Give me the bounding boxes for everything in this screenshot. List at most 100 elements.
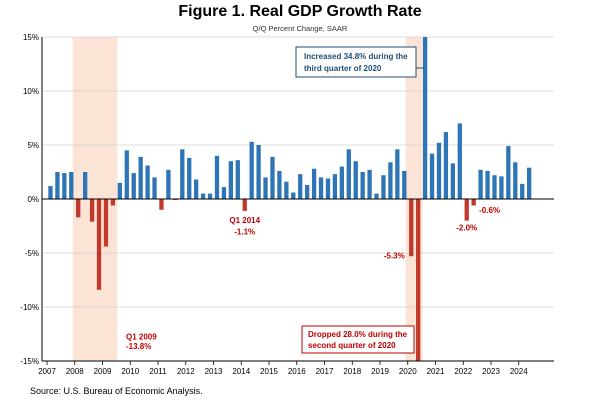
bar: [173, 199, 178, 201]
bar: [381, 175, 386, 199]
x-tick-label: 2023: [482, 367, 500, 376]
bar: [131, 173, 136, 199]
y-tick-label: 10%: [23, 87, 39, 96]
y-tick-label: -5%: [25, 249, 39, 258]
source-note: Source: U.S. Bureau of Economic Analysis…: [30, 386, 203, 396]
x-tick-label: 2012: [177, 367, 195, 376]
bar: [353, 161, 358, 199]
bar: [499, 176, 504, 199]
bar: [409, 199, 414, 257]
bar: [62, 173, 67, 199]
bar: [200, 193, 206, 199]
bar: [402, 170, 407, 199]
bar: [228, 161, 233, 199]
bar: [110, 199, 116, 206]
bar: [249, 141, 254, 199]
annotation-drop-line2: second quarter of 2020: [308, 341, 396, 350]
x-tick-label: 2024: [510, 367, 528, 376]
bar: [187, 157, 192, 199]
bar: [207, 193, 213, 199]
y-tick-label: -15%: [20, 357, 39, 366]
bar: [117, 182, 122, 199]
bar: [506, 146, 511, 199]
chart-title: Figure 1. Real GDP Growth Rate: [178, 3, 422, 20]
bar: [429, 153, 435, 199]
bar: [256, 145, 261, 199]
x-tick-label: 2021: [427, 367, 445, 376]
annotation-drop-line1: Dropped 28.0% during the: [308, 330, 408, 339]
bar: [103, 199, 109, 247]
bar: [464, 199, 469, 221]
annotation-q1-2009-value: -13.8%: [126, 342, 151, 351]
bar: [48, 186, 53, 199]
bar: [89, 199, 95, 222]
y-tick-label: -10%: [20, 303, 39, 312]
x-tick-label: 2016: [288, 367, 306, 376]
x-tick-label: 2017: [316, 367, 334, 376]
bar: [152, 177, 157, 199]
bar: [138, 156, 143, 199]
bar: [235, 160, 240, 199]
bar: [291, 192, 296, 199]
x-tick-label: 2019: [371, 367, 389, 376]
bar: [318, 177, 324, 199]
bar: [69, 172, 74, 199]
annotation-2022-q2: -0.6%: [479, 206, 500, 215]
bar: [96, 199, 102, 290]
bar: [339, 166, 345, 199]
bar: [284, 181, 289, 199]
bar: [520, 183, 525, 199]
bar: [422, 37, 428, 199]
bar: [492, 175, 497, 199]
bar: [180, 149, 185, 199]
x-tick-label: 2011: [149, 367, 167, 376]
bar: [485, 170, 490, 199]
bar: [471, 199, 476, 206]
y-tick-label: 5%: [27, 141, 39, 150]
bar: [242, 199, 247, 211]
bar: [478, 169, 483, 199]
bar: [305, 184, 310, 199]
bar: [214, 155, 220, 199]
bar: [332, 174, 338, 199]
bar: [416, 199, 421, 361]
x-tick-label: 2008: [66, 367, 84, 376]
bar: [277, 170, 282, 199]
bar: [513, 162, 518, 199]
y-tick-label: 0%: [27, 195, 39, 204]
bar: [298, 174, 303, 199]
y-tick-label: 15%: [23, 33, 39, 42]
annotation-q1-2014-value: -1.1%: [234, 228, 255, 237]
annotation-increase-line1: Increased 34.8% during the: [304, 52, 408, 61]
bar: [270, 156, 275, 199]
bar: [166, 169, 171, 199]
annotation-box-increase: [295, 46, 417, 78]
annotation-2022-q1: -2.0%: [456, 223, 477, 232]
bar: [83, 172, 88, 199]
bar: [346, 149, 351, 199]
bar: [194, 179, 199, 199]
annotation-q1-2014: Q1 2014: [229, 216, 260, 225]
bar: [436, 142, 442, 199]
bar: [311, 168, 317, 199]
bar: [443, 132, 449, 199]
annotation-increase-line2: third quarter of 2020: [304, 64, 382, 73]
bar: [221, 187, 227, 199]
annotation-q1-2009: Q1 2009: [126, 332, 157, 341]
bar: [325, 178, 331, 199]
x-tick-label: 2014: [232, 367, 250, 376]
bar: [124, 150, 129, 199]
bar: [360, 172, 365, 199]
bar: [159, 199, 164, 210]
bar: [450, 163, 456, 199]
bar: [367, 169, 372, 199]
x-tick-label: 2007: [38, 367, 56, 376]
bar: [374, 193, 379, 199]
bar: [388, 162, 393, 199]
chart-subtitle: Q/Q Percent Change, SAAR: [252, 24, 348, 33]
bar: [527, 167, 532, 199]
x-tick-label: 2020: [399, 367, 417, 376]
x-tick-label: 2009: [94, 367, 112, 376]
x-tick-label: 2018: [343, 367, 361, 376]
